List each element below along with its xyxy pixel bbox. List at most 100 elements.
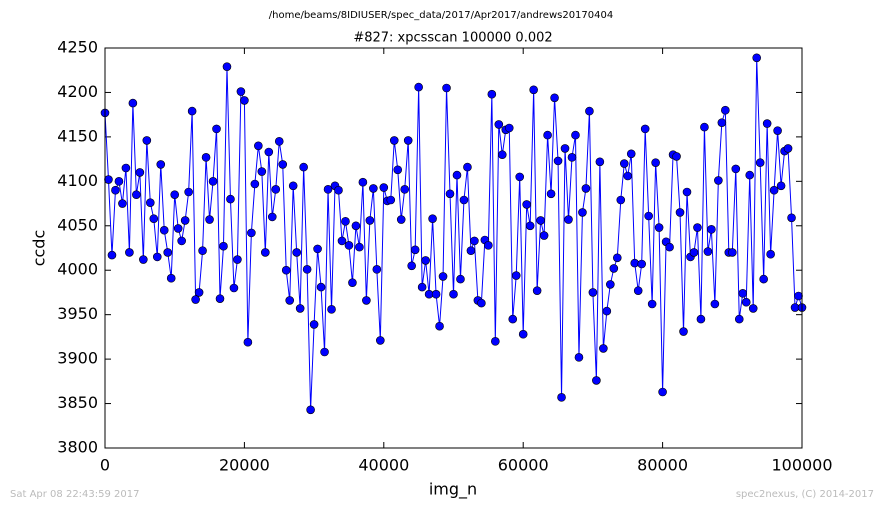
- data-point: [267, 212, 277, 222]
- data-point: [320, 347, 329, 357]
- data-point: [114, 177, 124, 186]
- y-tick-label: 4000: [57, 260, 98, 279]
- data-point: [543, 130, 552, 140]
- data-point: [515, 172, 525, 182]
- data-point: [177, 236, 186, 246]
- data-point: [717, 118, 727, 127]
- data-point: [592, 376, 601, 385]
- data-point: [463, 162, 472, 172]
- data-point: [372, 265, 382, 274]
- data-point: [466, 246, 476, 255]
- data-point: [442, 83, 451, 93]
- data-point: [491, 337, 500, 346]
- data-point: [271, 185, 281, 194]
- data-point: [581, 184, 591, 193]
- data-point: [658, 387, 667, 397]
- data-point: [539, 231, 549, 240]
- data-point: [111, 185, 120, 195]
- data-point: [675, 208, 685, 217]
- data-point: [362, 296, 371, 305]
- data-point: [201, 153, 211, 162]
- y-tick-label: 4250: [57, 38, 98, 57]
- data-point: [623, 171, 633, 181]
- data-point: [522, 200, 531, 209]
- data-point: [727, 248, 737, 257]
- data-point: [393, 165, 403, 175]
- data-point: [417, 282, 427, 292]
- data-point: [748, 304, 758, 313]
- x-tick-label: 60000: [498, 456, 549, 475]
- data-point: [640, 124, 650, 134]
- data-point: [470, 236, 479, 246]
- data-point: [348, 278, 357, 287]
- data-point: [351, 221, 361, 231]
- data-point: [428, 214, 437, 223]
- data-point: [222, 62, 232, 71]
- y-tick-label: 3800: [57, 438, 98, 457]
- data-point: [180, 216, 190, 225]
- data-point: [341, 217, 350, 226]
- series-line: [104, 57, 803, 410]
- data-point: [142, 136, 152, 145]
- data-point: [456, 274, 465, 284]
- data-point: [459, 195, 469, 205]
- data-point: [609, 264, 619, 273]
- data-point: [410, 245, 420, 255]
- data-point: [152, 252, 162, 262]
- data-point: [602, 306, 612, 316]
- data-point: [682, 187, 692, 197]
- y-tick-label: 4050: [57, 215, 98, 234]
- x-axis-label: img_n: [429, 480, 477, 500]
- data-point: [546, 189, 556, 199]
- data-point: [159, 225, 169, 235]
- data-point: [400, 185, 410, 194]
- data-point: [323, 185, 333, 194]
- data-point: [665, 242, 674, 252]
- data-point: [588, 288, 598, 297]
- data-point: [435, 321, 444, 331]
- data-point: [403, 136, 413, 145]
- data-point: [776, 181, 786, 191]
- data-point: [184, 187, 193, 197]
- data-point: [707, 225, 716, 234]
- data-point: [773, 126, 782, 135]
- data-point: [637, 259, 646, 269]
- data-point: [431, 289, 441, 299]
- data-point: [651, 158, 660, 167]
- data-point: [689, 248, 699, 257]
- data-point: [226, 194, 235, 204]
- data-point: [358, 177, 368, 187]
- data-point: [672, 152, 681, 161]
- plot-frame: [104, 47, 803, 449]
- data-point: [700, 122, 709, 132]
- data-point: [139, 255, 148, 264]
- data-point: [344, 241, 354, 250]
- data-point: [571, 130, 580, 140]
- data-point: [766, 249, 775, 259]
- data-point: [156, 160, 166, 169]
- data-point: [306, 405, 315, 415]
- x-tick-label: 0: [100, 456, 110, 475]
- data-point: [550, 93, 559, 103]
- data-point: [752, 53, 761, 63]
- data-point: [731, 164, 741, 174]
- data-point: [292, 248, 301, 257]
- data-point: [564, 215, 573, 224]
- data-point: [762, 119, 772, 128]
- data-point: [794, 291, 803, 301]
- data-point: [721, 105, 730, 115]
- y-tick-label: 4100: [57, 171, 98, 190]
- data-point: [104, 175, 113, 184]
- y-tick-label: 4200: [57, 82, 98, 101]
- data-point: [445, 189, 455, 199]
- data-point: [508, 314, 518, 324]
- data-point: [769, 185, 779, 195]
- y-tick-label: 3950: [57, 304, 98, 323]
- data-point: [386, 195, 396, 205]
- data-point: [205, 215, 214, 224]
- chart-header: /home/beams/8IDIUSER/spec_data/2017/Apr2…: [269, 10, 613, 21]
- data-point: [243, 337, 253, 347]
- data-point: [452, 170, 462, 180]
- data-point: [146, 198, 155, 207]
- data-point: [714, 176, 723, 185]
